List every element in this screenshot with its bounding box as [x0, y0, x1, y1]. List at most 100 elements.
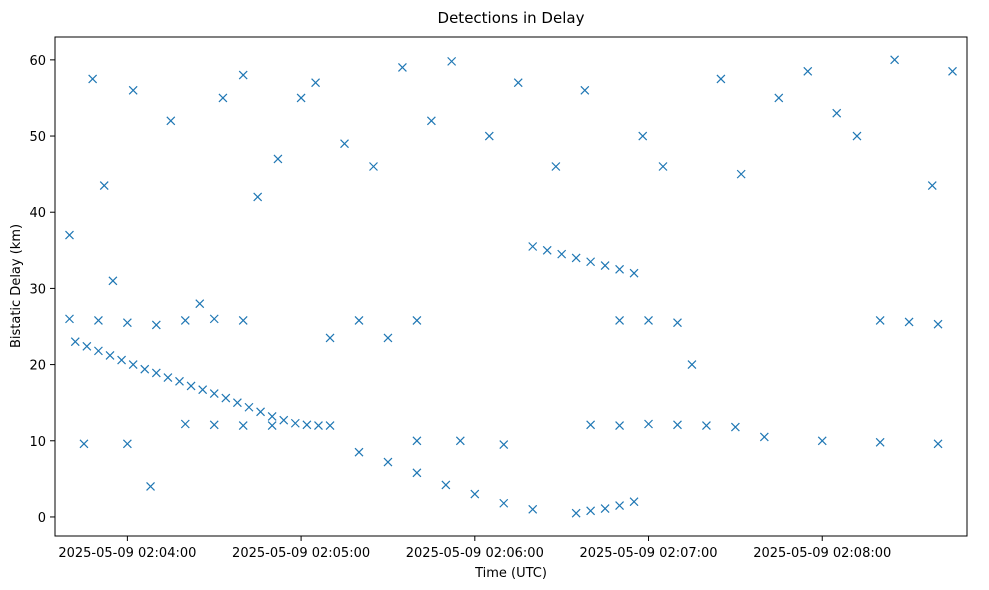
data-point-marker: [600, 504, 610, 513]
data-point-marker: [354, 447, 364, 457]
data-point-marker: [571, 253, 581, 263]
data-point-marker: [817, 436, 827, 446]
data-point-marker: [340, 139, 349, 149]
data-point-marker: [447, 56, 457, 66]
data-point-marker: [256, 407, 265, 417]
y-tick-label: 60: [29, 54, 46, 69]
y-tick-label: 30: [29, 282, 46, 297]
data-point-marker: [108, 276, 118, 286]
data-point-marker: [644, 315, 653, 325]
data-point-marker: [441, 480, 451, 490]
data-point-marker: [146, 482, 155, 491]
y-tick-label: 0: [38, 511, 46, 526]
data-point-marker: [267, 421, 277, 430]
data-point-marker: [314, 421, 323, 430]
data-point-marker: [615, 421, 624, 430]
data-point-marker: [629, 268, 639, 278]
data-point-marker: [571, 508, 581, 518]
data-point-marker: [644, 419, 653, 429]
data-point-marker: [221, 393, 231, 403]
data-point-marker: [927, 181, 937, 190]
data-point-marker: [615, 501, 624, 510]
data-point-marker: [209, 389, 219, 398]
data-point-marker: [105, 351, 115, 360]
data-point-marker: [238, 70, 248, 80]
data-point-marker: [687, 360, 697, 370]
data-point-marker: [412, 315, 422, 325]
y-tick-label: 50: [29, 130, 46, 145]
data-point-marker: [209, 420, 219, 430]
data-point-marker: [586, 257, 596, 267]
data-point-marker: [832, 108, 842, 118]
data-point-marker: [615, 315, 624, 325]
data-point-marker: [484, 131, 494, 141]
data-point-marker: [82, 341, 92, 351]
x-tick-label: 2025-05-09 02:06:00: [406, 546, 544, 561]
data-point-marker: [117, 355, 127, 365]
data-point-marker: [302, 420, 312, 430]
data-point-marker: [238, 421, 248, 430]
data-point-marker: [513, 78, 523, 88]
data-point-marker: [673, 318, 682, 328]
data-point-marker: [186, 381, 196, 391]
x-tick-label: 2025-05-09 02:08:00: [753, 546, 891, 561]
data-point-marker: [325, 421, 335, 430]
data-point-marker: [716, 74, 726, 84]
data-point-marker: [65, 314, 74, 324]
data-point-marker: [325, 333, 335, 343]
data-point-marker: [557, 249, 567, 259]
data-point-marker: [658, 162, 668, 171]
data-point-marker: [151, 368, 161, 378]
data-point-marker: [412, 468, 422, 478]
x-tick-label: 2025-05-09 02:07:00: [579, 546, 717, 561]
data-point-marker: [702, 421, 711, 430]
data-point-marker: [629, 497, 639, 507]
data-point-marker: [904, 317, 914, 327]
data-point-marker: [166, 116, 176, 126]
data-point-marker: [163, 373, 173, 382]
data-point-marker: [180, 419, 190, 429]
data-point-marker: [586, 506, 596, 516]
data-point-marker: [198, 385, 208, 395]
data-point-marker: [99, 181, 109, 190]
data-point-marker: [730, 422, 740, 432]
data-point-marker: [238, 315, 248, 325]
data-point-marker: [253, 192, 263, 202]
data-point-marker: [948, 66, 957, 76]
data-point-marker: [267, 411, 277, 421]
data-point-marker: [273, 154, 283, 164]
data-point-marker: [542, 245, 552, 255]
data-point-marker: [455, 436, 465, 446]
data-point-marker: [88, 74, 98, 84]
data-point-marker: [933, 439, 943, 449]
data-point-marker: [470, 489, 480, 499]
x-tick-label: 2025-05-09 02:05:00: [232, 546, 370, 561]
chart-title: Detections in Delay: [438, 9, 585, 27]
data-point-marker: [852, 131, 862, 141]
data-point-marker: [528, 504, 538, 514]
data-point-marker: [151, 320, 161, 330]
data-point-marker: [279, 415, 289, 425]
x-axis-label: Time (UTC): [474, 566, 547, 581]
x-axis: 2025-05-09 02:04:00 2025-05-09 02:05:00 20…: [58, 536, 891, 561]
data-point-marker: [736, 169, 746, 179]
data-point-marker: [140, 364, 150, 374]
data-point-marker: [412, 436, 422, 446]
data-point-marker: [615, 264, 624, 274]
data-point-marker: [890, 55, 900, 65]
data-point-marker: [354, 315, 364, 325]
data-point-marker: [383, 333, 393, 343]
data-point-marker: [933, 319, 943, 329]
y-axis: 0 10 20 30 40 50 60: [29, 54, 55, 526]
data-point-marker: [774, 93, 784, 103]
data-point-marker: [803, 66, 813, 76]
data-point-marker: [94, 346, 103, 356]
data-point-marker: [875, 437, 885, 447]
data-point-marker: [528, 242, 538, 251]
data-point-marker: [311, 78, 320, 88]
plot-area: [54, 36, 968, 537]
y-tick-label: 10: [29, 435, 46, 450]
data-point-marker: [94, 315, 103, 325]
data-point-marker: [128, 85, 138, 95]
